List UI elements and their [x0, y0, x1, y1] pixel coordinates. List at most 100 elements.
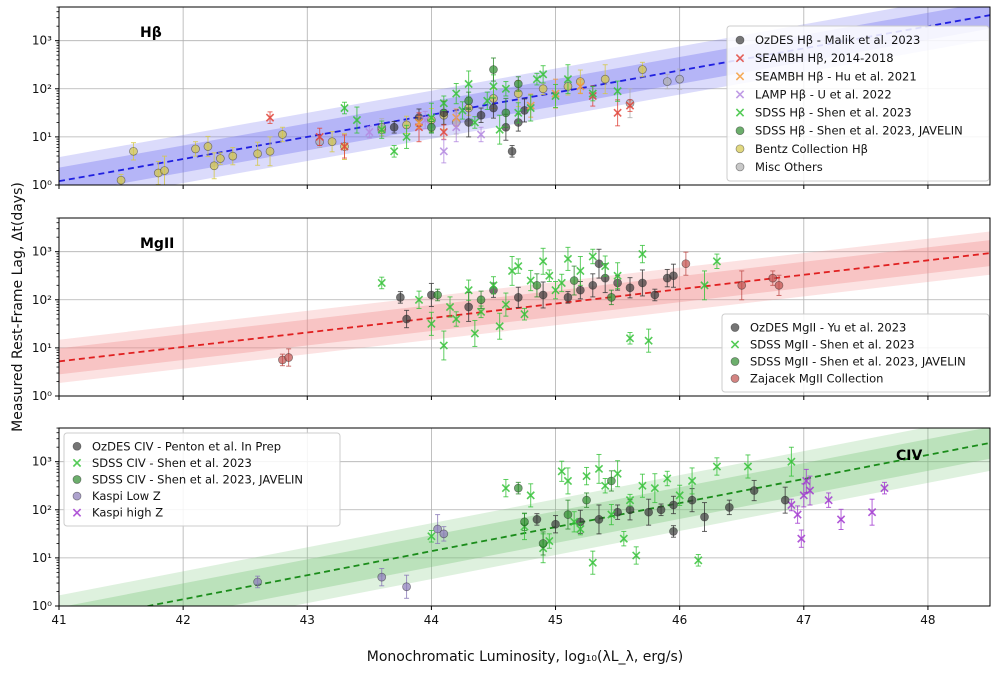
data-point: [675, 491, 684, 500]
legend-marker: [730, 340, 740, 349]
data-point: [427, 319, 436, 329]
data-point: [253, 149, 262, 159]
data-point: [768, 273, 778, 283]
data-point: [265, 113, 275, 122]
panel-mg: 10⁰ 10¹ 10² 10³ MgII OzDES MgII - Yu et al. 2…: [32, 217, 991, 403]
data-point: [774, 281, 784, 290]
data-point: [203, 142, 213, 151]
data-point: [632, 551, 641, 560]
data-point: [421, 115, 430, 125]
data-point: [644, 336, 653, 345]
legend-label: Misc Others: [755, 160, 823, 174]
series: [532, 479, 790, 538]
data-point: [867, 508, 877, 517]
y-tick-label: 10³: [32, 34, 52, 48]
data-point: [464, 302, 473, 312]
data-point: [724, 503, 734, 512]
panel-title: Hβ: [140, 25, 162, 41]
legend-label: SDSS CIV - Shen et al. 2023: [92, 456, 252, 470]
panel-title: CIV: [896, 448, 922, 464]
y-tick-label: 10²: [32, 82, 52, 96]
data-point: [501, 300, 511, 309]
data-point: [520, 310, 529, 319]
legend-marker: [735, 108, 745, 117]
data-point: [793, 510, 802, 519]
data-point: [513, 293, 523, 302]
data-point: [501, 108, 511, 118]
data-point: [569, 517, 579, 526]
data-point: [638, 481, 647, 490]
data-point: [656, 505, 666, 515]
legend-label: Bentz Collection Hβ: [755, 142, 868, 156]
legend-marker: [735, 72, 745, 81]
data-point: [600, 74, 610, 84]
y-tick-label: 10¹: [32, 551, 52, 565]
data-point: [650, 290, 660, 300]
legend-label: Kaspi Low Z: [92, 489, 161, 503]
data-point: [284, 353, 293, 362]
legend-marker: [735, 144, 745, 154]
data-point: [588, 252, 597, 261]
x-tick-label: 46: [672, 613, 687, 627]
data-point: [607, 476, 616, 486]
data-point: [532, 515, 542, 524]
data-point: [439, 529, 449, 539]
fit-line: [59, 14, 990, 183]
figure-ylabel: Measured Rest-Frame Lag, Δt(days): [10, 182, 26, 432]
data-point: [470, 118, 480, 127]
legend: OzDES CIV - Penton et al. In Prep SDSS CI…: [63, 432, 341, 527]
panel-hb: 10⁰ 10¹ 10² 10³ Hβ OzDES Hβ - Malik et al. 20…: [32, 6, 991, 192]
data-point: [644, 507, 653, 517]
data-point: [489, 82, 498, 91]
x-tick-label: 43: [300, 613, 315, 627]
data-point: [427, 122, 436, 132]
legend-marker: [72, 508, 82, 517]
legend-marker: [72, 491, 82, 501]
legend-marker: [735, 35, 745, 45]
legend-label: OzDES MgII - Yu et al. 2023: [750, 321, 906, 335]
data-point: [712, 257, 722, 266]
data-point: [824, 495, 833, 505]
data-point: [619, 534, 628, 543]
panel-civ: 10⁰ 10¹ 10² 10³ 41 42 43 44 45 46 47 48 CIV OzDES CIV…: [32, 427, 991, 627]
series: [340, 64, 622, 158]
legend-marker: [735, 162, 745, 172]
legend-marker: [72, 441, 82, 451]
data-point: [613, 108, 622, 118]
data-point: [625, 283, 635, 293]
series: [278, 251, 784, 367]
panel-title: MgII: [140, 236, 174, 252]
y-tick-label: 10²: [32, 503, 52, 517]
data-point: [700, 281, 709, 290]
data-point: [694, 556, 703, 565]
data-point: [638, 278, 647, 288]
data-point: [551, 285, 560, 295]
legend-label: OzDES CIV - Penton et al. In Prep: [92, 439, 281, 453]
data-point: [439, 99, 448, 108]
data-point: [513, 483, 523, 493]
data-point: [452, 314, 461, 324]
data-point: [569, 276, 579, 285]
data-point: [253, 577, 262, 587]
legend-marker: [735, 54, 745, 63]
data-point: [526, 276, 535, 285]
data-point: [520, 517, 529, 527]
data-point: [681, 259, 691, 269]
data-point: [476, 130, 486, 139]
data-point: [538, 70, 548, 79]
series: [365, 110, 486, 164]
legend-label: SDSS MgII - Shen et al. 2023: [750, 338, 915, 352]
figure-xlabel: Monochromatic Luminosity, log₁₀(λL_λ, er…: [367, 649, 683, 665]
data-point: [427, 113, 436, 122]
data-point: [588, 281, 598, 290]
legend: OzDES MgII - Yu et al. 2023 SDSS MgII - S…: [721, 313, 990, 393]
data-point: [507, 146, 517, 156]
data-point: [737, 281, 747, 290]
data-point: [625, 505, 635, 515]
y-tick-label: 10⁰: [32, 599, 52, 613]
data-point: [483, 96, 492, 105]
data-point: [613, 271, 622, 280]
series: [433, 265, 616, 309]
legend-marker: [735, 126, 745, 136]
data-point: [551, 91, 560, 101]
